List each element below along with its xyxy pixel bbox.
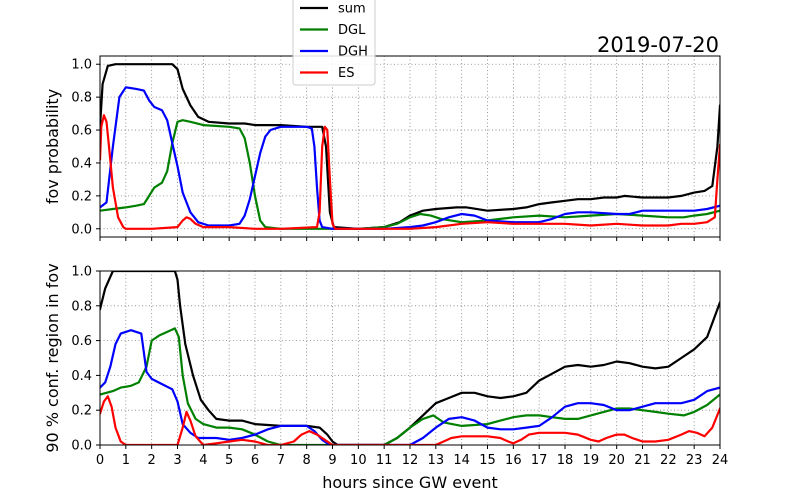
legend-label-sum: sum: [338, 2, 366, 17]
x-tick-label: 2: [148, 453, 156, 468]
x-tick-label: 21: [634, 453, 651, 468]
y-tick-label: 1.0: [71, 265, 92, 280]
bottom-grid: [99, 270, 721, 446]
x-tick-label: 22: [660, 453, 677, 468]
x-tick-label: 19: [583, 453, 600, 468]
x-tick-label: 8: [303, 453, 311, 468]
x-tick-label: 0: [96, 453, 104, 468]
y-tick-label: 0.0: [71, 222, 92, 237]
x-tick-label: 24: [712, 453, 729, 468]
top-series: [100, 63, 720, 230]
y-tick-label: 1.0: [71, 58, 92, 73]
legend-box: [292, 0, 376, 86]
y-tick-label: 0.6: [71, 124, 92, 139]
y-tick-label: 0.2: [71, 404, 92, 419]
bottom-series: [100, 271, 720, 445]
series-line-dgh: [100, 86, 720, 230]
series-line-dgh: [100, 329, 720, 445]
x-tick-label: 3: [173, 453, 181, 468]
bottom-ticks: 0 1 2 3 4 5 6 7 8 9 10 11 12 13 14 15 16 17 18 19 20 21 22 23 24…: [71, 265, 728, 469]
top-ylabel: fov probability: [43, 89, 62, 204]
y-tick-label: 0.8: [71, 91, 92, 106]
series-line-dgl: [100, 119, 720, 230]
legend-label-es: ES: [338, 66, 354, 81]
y-tick-label: 0.4: [71, 369, 92, 384]
x-tick-label: 6: [251, 453, 259, 468]
top-ticks: 0.0 0.2 0.4 0.6 0.8 1.0: [71, 58, 721, 241]
bottom-ylabel: 90 % conf. region in fov: [43, 263, 62, 452]
x-tick-label: 9: [328, 453, 336, 468]
x-tick-label: 16: [505, 453, 522, 468]
x-axis-label: hours since GW event: [322, 473, 498, 492]
series-line-es: [100, 114, 720, 230]
x-tick-label: 12: [402, 453, 419, 468]
y-tick-label: 0.2: [71, 189, 92, 204]
x-tick-label: 20: [608, 453, 625, 468]
x-tick-label: 5: [225, 453, 233, 468]
x-tick-label: 23: [686, 453, 703, 468]
x-tick-label: 17: [531, 453, 548, 468]
legend-items: sum DGL DGH ES: [300, 2, 368, 81]
y-tick-label: 0.8: [71, 299, 92, 314]
top-panel: 0.0 0.2 0.4 0.6 0.8 1.0 fov probability: [43, 55, 721, 241]
x-tick-label: 4: [199, 453, 207, 468]
legend-label-dgl: DGL: [338, 23, 366, 38]
legend-label-dgh: DGH: [338, 45, 368, 60]
y-tick-label: 0.6: [71, 334, 92, 349]
x-tick-label: 15: [479, 453, 496, 468]
x-tick-label: 18: [557, 453, 574, 468]
x-tick-label: 7: [277, 453, 285, 468]
x-tick-label: 10: [350, 453, 367, 468]
legend: sum DGL DGH ES: [292, 0, 376, 86]
y-tick-label: 0.0: [71, 439, 92, 454]
bottom-panel: 0 1 2 3 4 5 6 7 8 9 10 11 12 13 14 15 16 17 18 19 20 21 22 23 24…: [43, 263, 728, 468]
date-label: 2019-07-20: [597, 33, 719, 57]
x-tick-label: 13: [428, 453, 445, 468]
y-tick-label: 0.4: [71, 156, 92, 171]
x-tick-label: 14: [453, 453, 470, 468]
x-tick-label: 11: [376, 453, 393, 468]
series-line-es: [100, 395, 720, 445]
x-tick-label: 1: [122, 453, 130, 468]
